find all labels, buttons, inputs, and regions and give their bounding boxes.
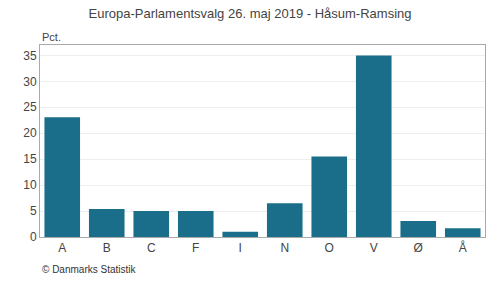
svg-text:35: 35 [23, 49, 37, 63]
svg-text:© Danmarks Statistik: © Danmarks Statistik [42, 264, 137, 275]
svg-text:5: 5 [30, 204, 37, 218]
svg-text:0: 0 [30, 230, 37, 244]
svg-text:Å: Å [459, 240, 467, 255]
svg-text:V: V [370, 241, 378, 255]
svg-text:O: O [325, 241, 334, 255]
svg-text:30: 30 [23, 75, 37, 89]
svg-text:I: I [239, 241, 242, 255]
svg-text:B: B [103, 241, 111, 255]
svg-text:25: 25 [23, 100, 37, 114]
svg-text:C: C [147, 241, 156, 255]
svg-text:15: 15 [23, 152, 37, 166]
svg-text:Ø: Ø [414, 241, 423, 255]
svg-text:A: A [58, 241, 66, 255]
svg-text:N: N [280, 241, 289, 255]
svg-text:Europa-Parlamentsvalg 26. maj: Europa-Parlamentsvalg 26. maj 2019 - Hås… [89, 6, 412, 21]
svg-text:10: 10 [23, 178, 37, 192]
svg-text:Pct.: Pct. [42, 31, 61, 43]
svg-text:20: 20 [23, 126, 37, 140]
svg-text:F: F [192, 241, 199, 255]
